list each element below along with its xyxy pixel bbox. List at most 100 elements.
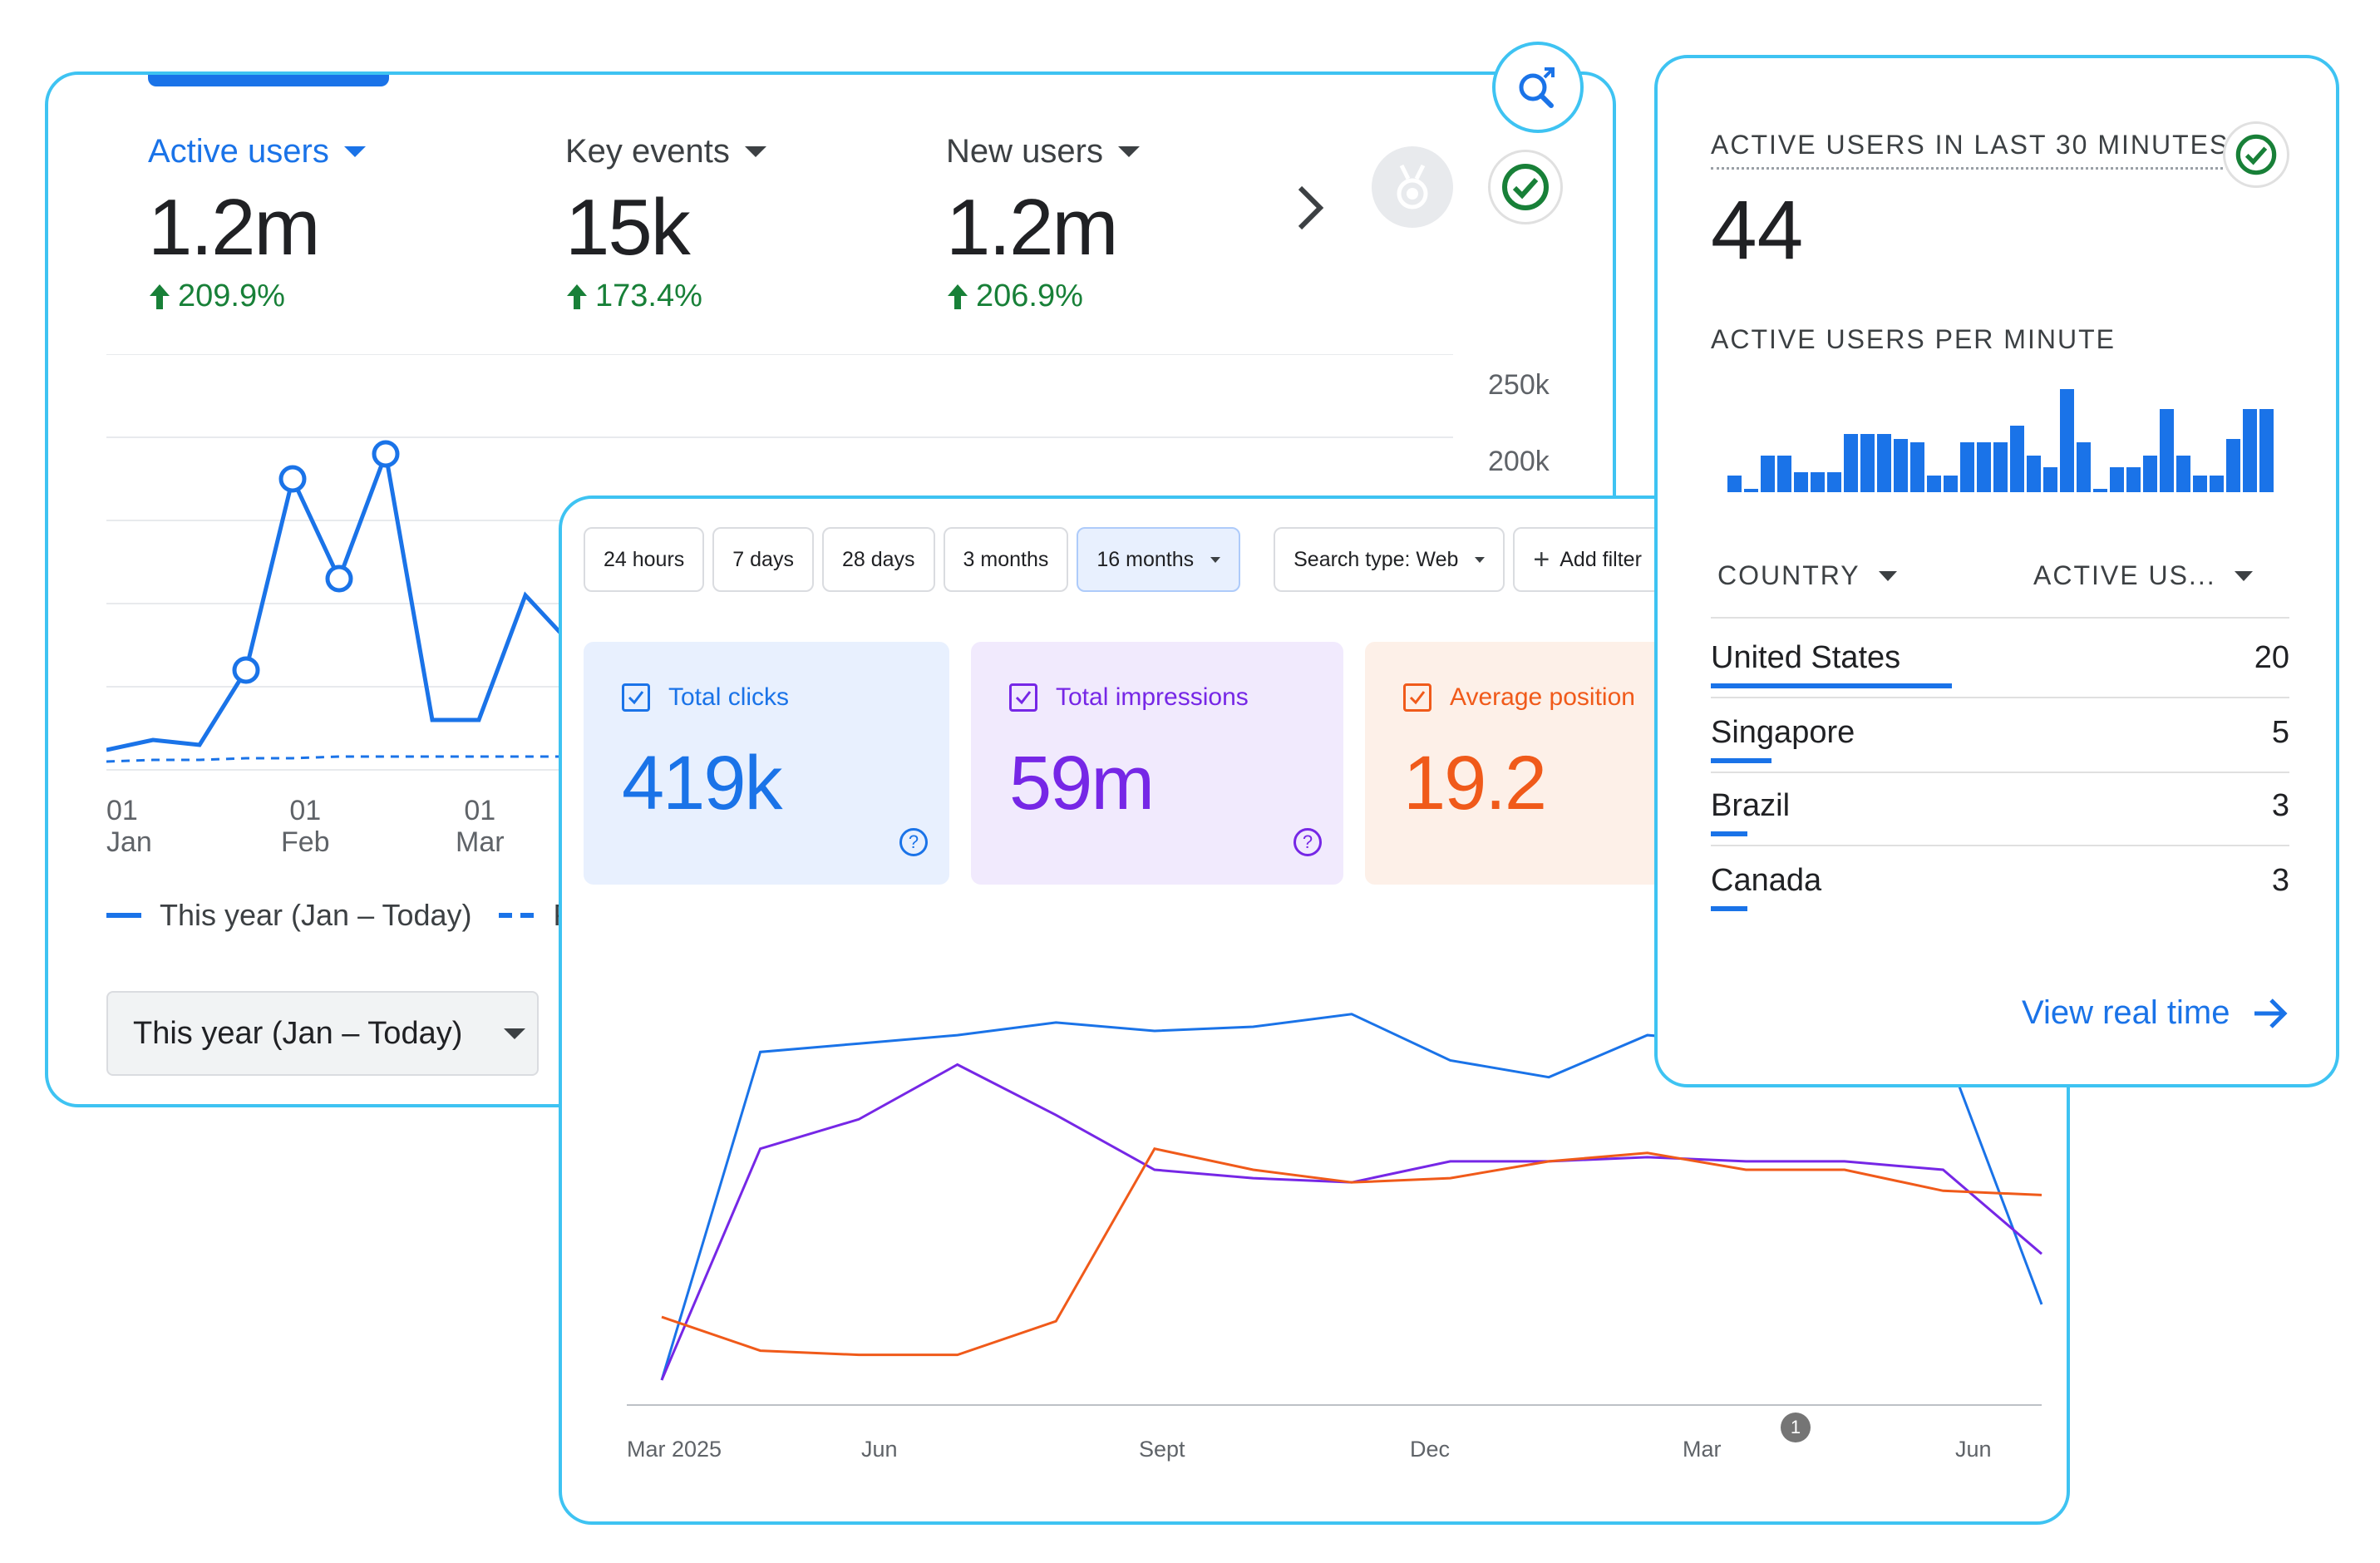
realtime-card: ACTIVE USERS IN LAST 30 MINUTES 44 ACTIV…	[1654, 55, 2339, 1087]
table-row[interactable]: United States 20	[1711, 640, 2289, 698]
metric-key-events[interactable]: Key events 15k 173.4%	[565, 133, 766, 314]
x-tick-label: 01 Jan	[106, 795, 152, 858]
country-name: Brazil	[1711, 788, 1791, 823]
tile-value: 419k	[622, 741, 783, 826]
view-real-time-label: View real time	[2022, 994, 2230, 1031]
x-tick-label: Mar 2025	[627, 1437, 722, 1462]
caret-down-icon[interactable]	[744, 146, 766, 157]
metric-change: 209.9%	[178, 279, 285, 313]
filter-16-months[interactable]: 16 months	[1077, 527, 1241, 592]
date-range-select[interactable]: This year (Jan – Today)	[106, 991, 539, 1076]
y-tick-label: 200k	[1488, 446, 1550, 477]
minute-bar	[2176, 456, 2190, 492]
country-value: 5	[2271, 715, 2289, 750]
minute-bar	[2060, 389, 2074, 492]
x-tick-label: Jun	[861, 1437, 898, 1462]
filter-28-days[interactable]: 28 days	[821, 527, 935, 592]
average-position-line	[661, 1147, 2042, 1357]
metric-label: Active users	[148, 133, 329, 170]
metric-label: Key events	[565, 133, 730, 170]
active-metric-indicator	[148, 75, 389, 86]
minute-bar	[2093, 489, 2107, 492]
minute-bar	[2193, 476, 2207, 492]
checkbox-checked-icon[interactable]	[622, 683, 650, 712]
filter-label: 16 months	[1096, 547, 1195, 571]
checkbox-checked-icon[interactable]	[1403, 683, 1431, 712]
caret-down-icon[interactable]	[343, 146, 366, 157]
check-circle-icon[interactable]	[1488, 150, 1563, 224]
legend-swatch-solid	[106, 913, 141, 918]
impressions-line	[660, 1063, 2042, 1381]
annotation-marker[interactable]: 1	[1781, 1413, 1811, 1442]
share-bar	[1711, 683, 1952, 688]
share-bar	[1711, 906, 1747, 911]
minute-bar	[1860, 434, 1875, 492]
realtime-value: 44	[1711, 184, 1804, 277]
minute-bar	[2077, 442, 2091, 492]
metric-change: 173.4%	[595, 279, 702, 313]
x-tick-label: Jun	[1955, 1437, 1992, 1462]
metric-active-users[interactable]: Active users 1.2m 209.9%	[148, 133, 366, 314]
filter-3-months[interactable]: 3 months	[943, 527, 1069, 592]
help-icon[interactable]: ?	[1293, 828, 1322, 856]
per-minute-label: ACTIVE USERS PER MINUTE	[1711, 324, 2116, 354]
x-tick-label: Dec	[1410, 1437, 1451, 1462]
minute-bar	[1993, 442, 2008, 492]
metric-value: 15k	[565, 183, 691, 272]
arrow-right-icon	[2254, 998, 2289, 1028]
metric-change: 206.9%	[976, 279, 1083, 313]
table-row[interactable]: Singapore 5	[1711, 715, 2289, 773]
divider	[1711, 772, 2289, 773]
chevron-right-icon[interactable]	[1293, 183, 1327, 233]
tile-total-impressions[interactable]: Total impressions 59m ?	[971, 642, 1343, 885]
active-users-column-header[interactable]: ACTIVE US...	[2033, 560, 2253, 591]
checkbox-checked-icon[interactable]	[1009, 683, 1037, 712]
plus-icon: +	[1533, 543, 1550, 575]
search-type-label: Search type: Web	[1293, 547, 1459, 571]
divider	[1711, 617, 2289, 619]
data-point	[232, 656, 260, 684]
help-icon[interactable]: ?	[899, 828, 928, 856]
arrow-up-icon	[567, 284, 587, 309]
country-name: United States	[1711, 640, 1901, 675]
minute-bar	[2259, 409, 2274, 492]
search-insights-button[interactable]	[1492, 42, 1584, 133]
country-value: 3	[2271, 788, 2289, 823]
tile-total-clicks[interactable]: Total clicks 419k ?	[584, 642, 949, 885]
search-type-select[interactable]: Search type: Web	[1274, 527, 1505, 592]
table-row[interactable]: Brazil 3	[1711, 788, 2289, 846]
minute-bar	[1761, 456, 1775, 492]
search-insights-icon	[1519, 67, 1555, 108]
check-circle-icon[interactable]	[2223, 121, 2289, 188]
minute-bar	[1727, 476, 1742, 492]
table-row[interactable]: Canada 3	[1711, 863, 2289, 921]
filter-24-hours[interactable]: 24 hours	[584, 527, 705, 592]
filter-7-days[interactable]: 7 days	[712, 527, 814, 592]
arrow-up-icon	[948, 284, 968, 309]
medal-icon[interactable]	[1372, 146, 1453, 228]
caret-down-icon	[1878, 570, 1897, 581]
active-users-per-minute-bar-chart	[1727, 389, 2274, 492]
realtime-title[interactable]: ACTIVE USERS IN LAST 30 MINUTES	[1711, 130, 2230, 170]
minute-bar	[2143, 456, 2157, 492]
caret-down-icon	[1475, 556, 1486, 563]
country-column-header[interactable]: COUNTRY	[1717, 560, 1897, 591]
divider	[1711, 845, 2289, 846]
metric-new-users[interactable]: New users 1.2m 206.9%	[946, 133, 1140, 314]
metric-value: 1.2m	[148, 183, 320, 272]
column-label: COUNTRY	[1717, 560, 1860, 590]
x-tick-label: 01 Feb	[281, 795, 330, 858]
view-real-time-link[interactable]: View real time	[2022, 994, 2289, 1032]
column-label: ACTIVE US...	[2033, 560, 2216, 590]
metric-label: New users	[946, 133, 1103, 170]
add-filter-button[interactable]: + Add filter	[1513, 527, 1662, 592]
tile-value: 19.2	[1403, 741, 1547, 826]
country-name: Canada	[1711, 863, 1822, 898]
caret-down-icon[interactable]	[1117, 146, 1140, 157]
x-tick-label: Sept	[1139, 1437, 1185, 1462]
caret-down-icon	[2234, 570, 2253, 581]
minute-bar	[2226, 439, 2240, 492]
share-bar	[1711, 758, 1771, 763]
minute-bar	[1927, 476, 1941, 492]
minute-bar	[2027, 456, 2041, 492]
